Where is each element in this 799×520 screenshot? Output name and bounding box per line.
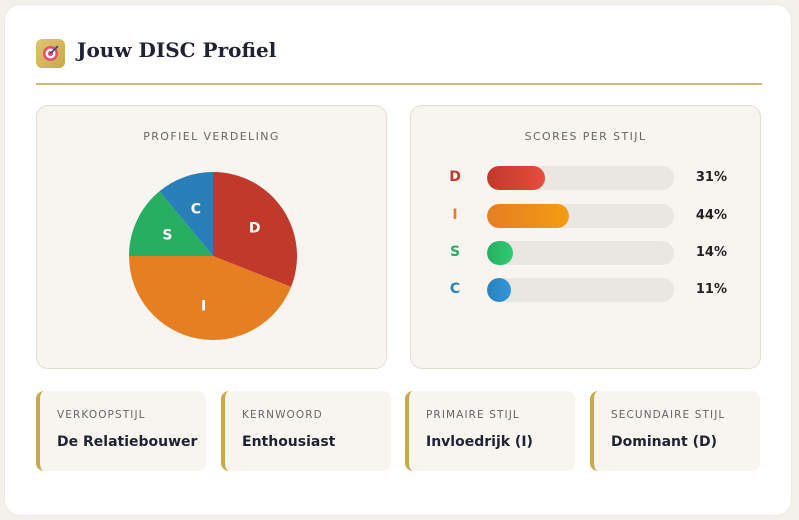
score-bar-track bbox=[487, 166, 674, 190]
info-card-value: De Relatiebouwer bbox=[57, 434, 198, 450]
info-card-value: Enthousiast bbox=[242, 434, 336, 450]
score-row-i: I 44% bbox=[411, 204, 762, 228]
card-header: Jouw DISC Profiel bbox=[36, 37, 762, 85]
info-card-label: VERKOOPSTIJL bbox=[57, 409, 146, 421]
info-card-value: Dominant (D) bbox=[611, 434, 717, 450]
score-bar-track bbox=[487, 204, 674, 228]
pie-slice-s bbox=[129, 191, 213, 256]
pie-label-i: I bbox=[201, 299, 206, 315]
score-row-d: D 31% bbox=[411, 166, 762, 190]
score-letter: D bbox=[449, 169, 461, 185]
score-bar-fill bbox=[487, 204, 570, 228]
info-card-value: Invloedrijk (I) bbox=[426, 434, 533, 450]
page-title: Jouw DISC Profiel bbox=[77, 38, 277, 62]
info-card-label: PRIMAIRE STIJL bbox=[426, 409, 520, 421]
score-row-c: C 11% bbox=[411, 278, 762, 302]
pie-slice-c bbox=[159, 172, 213, 256]
pie-label-c: C bbox=[191, 202, 201, 218]
target-icon bbox=[36, 39, 65, 68]
info-card-label: SECUNDAIRE STIJL bbox=[611, 409, 726, 421]
profile-distribution-panel: PROFIEL VERDELING D I S C bbox=[36, 105, 387, 369]
profile-pie-chart: D I S C bbox=[129, 172, 297, 340]
score-letter: I bbox=[452, 207, 458, 223]
score-percent: 14% bbox=[695, 245, 727, 260]
score-percent: 11% bbox=[695, 282, 727, 297]
score-bar-track bbox=[487, 278, 674, 302]
pie-label-d: D bbox=[249, 221, 261, 237]
pie-slice-i bbox=[129, 256, 292, 340]
pie-slice-d bbox=[213, 172, 297, 287]
keyword-card: KERNWOORD Enthousiast bbox=[221, 391, 391, 471]
scores-title: SCORES PER STIJL bbox=[524, 130, 647, 143]
score-letter: S bbox=[449, 244, 461, 260]
sales-style-card: VERKOOPSTIJL De Relatiebouwer bbox=[36, 391, 206, 471]
primary-style-card: PRIMAIRE STIJL Invloedrijk (I) bbox=[405, 391, 575, 471]
profile-distribution-title: PROFIEL VERDELING bbox=[143, 130, 280, 143]
secondary-style-card: SECUNDAIRE STIJL Dominant (D) bbox=[590, 391, 760, 471]
info-card-label: KERNWOORD bbox=[242, 409, 323, 421]
pie-label-s: S bbox=[162, 228, 172, 244]
score-bar-fill bbox=[487, 166, 545, 190]
score-percent: 44% bbox=[695, 208, 727, 223]
score-letter: C bbox=[449, 281, 461, 297]
score-bar-fill bbox=[487, 241, 514, 265]
score-row-s: S 14% bbox=[411, 241, 762, 265]
scores-panel: SCORES PER STIJL D 31% I 44% S 14% C 11% bbox=[410, 105, 761, 369]
score-bar-fill bbox=[487, 278, 511, 302]
score-bar-track bbox=[487, 241, 674, 265]
score-percent: 31% bbox=[695, 170, 727, 185]
